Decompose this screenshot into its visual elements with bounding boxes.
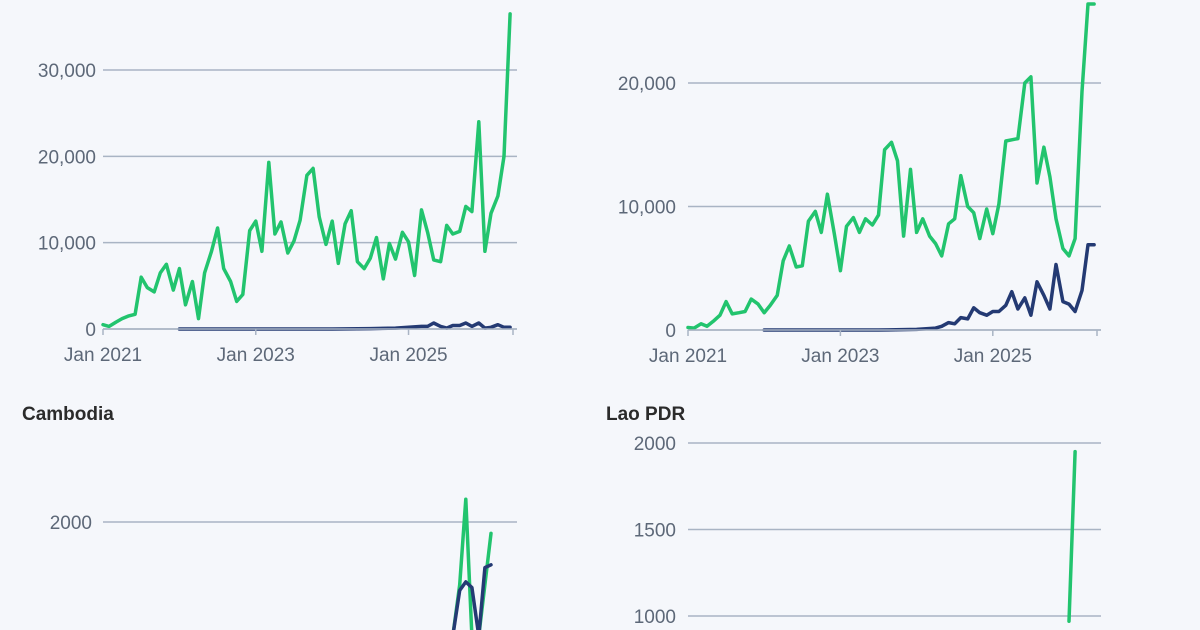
series-lines-2 xyxy=(686,2,1096,332)
x-tick-label: Jan 2023 xyxy=(217,345,295,366)
x-tick-label: Jan 2021 xyxy=(64,345,142,366)
y-tick-label: 10,000 xyxy=(618,198,676,219)
y-tick-label: 0 xyxy=(665,321,676,342)
grid-lines-1 xyxy=(103,69,517,330)
y-tick-labels-2: 0 10,000 20,000 xyxy=(618,74,676,342)
chart-panel-3: Cambodia 2000 xyxy=(22,404,517,630)
y-tick-labels-1: 0 10,000 20,000 30,000 xyxy=(38,61,96,341)
x-tick-label: Jan 2025 xyxy=(369,345,447,366)
y-tick-label: 30,000 xyxy=(38,61,96,82)
series-lines-1 xyxy=(101,12,512,331)
x-tick-label: Jan 2025 xyxy=(954,346,1032,367)
series-line-green xyxy=(686,2,1096,330)
x-tick-label: Jan 2023 xyxy=(801,346,879,367)
chart-panel-4: Lao PDR 1000 1500 2000 xyxy=(606,404,1101,628)
y-tick-label: 2000 xyxy=(50,513,92,534)
y-tick-label: 2000 xyxy=(634,434,676,455)
series-line-navy xyxy=(762,243,1096,332)
series-line-green xyxy=(101,12,512,329)
x-tick-label: Jan 2021 xyxy=(649,346,727,367)
y-tick-label: 20,000 xyxy=(38,147,96,168)
y-tick-label: 1500 xyxy=(634,521,676,542)
grid-lines-2 xyxy=(688,82,1101,331)
series-line-navy xyxy=(451,563,493,630)
grid-lines-4 xyxy=(688,442,1101,617)
y-tick-labels-3: 2000 xyxy=(50,513,92,534)
panel-title-cambodia: Cambodia xyxy=(22,404,114,425)
panel-title-lao-pdr: Lao PDR xyxy=(606,404,685,425)
x-axis-2: Jan 2021 Jan 2023 Jan 2025 xyxy=(649,329,1101,367)
series-line-navy xyxy=(177,321,512,331)
x-axis-1: Jan 2021 Jan 2023 Jan 2025 xyxy=(64,328,517,366)
series-lines-3 xyxy=(451,497,493,630)
chart-panel-2: 0 10,000 20,000 Jan 2021 Jan 2023 Jan 2025 xyxy=(618,2,1101,367)
series-line-green xyxy=(1067,449,1077,623)
y-tick-label: 10,000 xyxy=(38,234,96,255)
y-tick-label: 1000 xyxy=(634,607,676,628)
y-tick-label: 0 xyxy=(85,320,96,341)
y-tick-label: 20,000 xyxy=(618,74,676,95)
series-lines-4 xyxy=(1067,449,1077,623)
y-tick-labels-4: 1000 1500 2000 xyxy=(634,434,676,628)
